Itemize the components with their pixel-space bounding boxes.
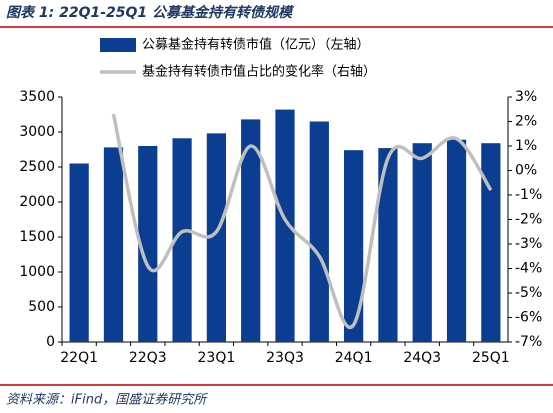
bar xyxy=(446,139,467,342)
y2-tick-label: -1% xyxy=(515,187,542,203)
legend-label: 基金持有转债市值占比的变化率（右轴） xyxy=(142,64,376,80)
bar xyxy=(241,119,261,343)
y2-tick-label: -4% xyxy=(515,261,542,277)
y-tick-label: 0 xyxy=(46,334,55,350)
y2-tick-label: 1% xyxy=(515,138,537,154)
y2-tick-label: -7% xyxy=(515,334,542,350)
x-tick-label: 23Q1 xyxy=(198,350,236,366)
y-tick-label: 2000 xyxy=(19,194,55,210)
y2-tick-label: 3% xyxy=(515,89,537,105)
bar xyxy=(275,109,295,342)
y-tick-label: 3000 xyxy=(19,124,55,140)
source: 资料来源：iFind，国盛证券研究所 xyxy=(6,392,208,408)
y2-tick-label: -5% xyxy=(515,285,542,301)
bar xyxy=(69,163,89,342)
y2-tick-label: -2% xyxy=(515,212,542,228)
x-tick-label: 22Q1 xyxy=(60,350,98,366)
bar xyxy=(481,143,501,342)
line-series xyxy=(111,113,493,330)
y-tick-label: 1000 xyxy=(19,264,55,280)
chart-title: 图表 1: 22Q1-25Q1 公募基金持有转债规模 xyxy=(6,4,295,21)
bar xyxy=(344,150,364,342)
bar xyxy=(309,121,329,342)
x-tick-label: 24Q1 xyxy=(335,350,373,366)
bar xyxy=(172,138,192,342)
bar xyxy=(378,148,398,342)
y-tick-label: 2500 xyxy=(19,159,55,175)
x-tick-label: 24Q3 xyxy=(403,350,441,366)
bar xyxy=(138,146,158,342)
legend-swatch xyxy=(100,38,136,52)
y2-tick-label: -6% xyxy=(515,310,542,326)
bar xyxy=(103,147,124,342)
y2-tick-label: 2% xyxy=(515,114,537,130)
bar xyxy=(206,133,226,342)
x-tick-label: 23Q3 xyxy=(266,350,304,366)
y2-tick-label: -3% xyxy=(515,236,542,252)
x-tick-label: 22Q3 xyxy=(129,350,167,366)
bar xyxy=(412,143,432,342)
y2-tick-label: 0% xyxy=(515,163,537,179)
y-tick-label: 500 xyxy=(28,299,55,315)
legend-label: 公募基金持有转债市值（亿元）（左轴） xyxy=(142,37,370,53)
x-tick-label: 25Q1 xyxy=(472,350,510,366)
y-tick-label: 1500 xyxy=(19,229,55,245)
y-tick-label: 3500 xyxy=(19,89,55,105)
